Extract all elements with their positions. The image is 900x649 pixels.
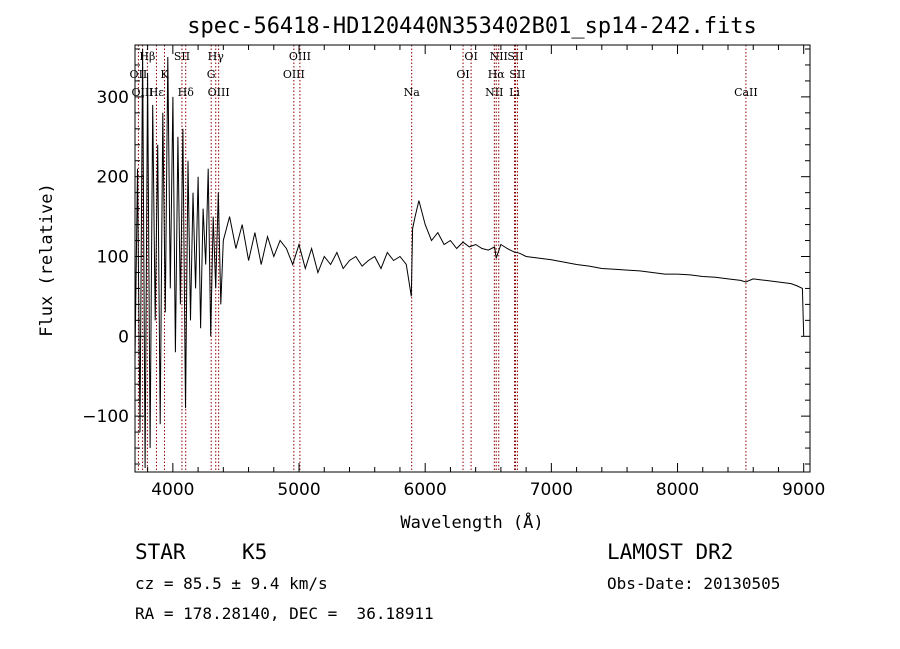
line-marker-label: OI [456,68,469,81]
line-marker-label: Na [404,86,421,99]
line-marker-label: OI [464,50,477,63]
line-marker-label: Hβ [139,50,155,63]
object-subclass: K5 [242,540,268,564]
x-tick-label: 9000 [782,480,825,500]
line-marker-label: K [160,68,169,81]
spectrum-series [134,48,805,469]
line-marker-label: OIII [283,68,305,81]
line-marker-label: Hδ [178,86,195,99]
line-marker-label: SII [509,68,525,81]
x-tick-label: 7000 [530,480,573,500]
line-marker-label: Hε [149,86,165,99]
line-marker-label: OII [130,68,148,81]
plot-frame [134,44,811,473]
y-tick-label: 0 [118,327,129,347]
object-class: STAR [135,540,186,564]
line-marker-label: Hα [488,68,506,81]
line-marker-label: NII [490,50,508,63]
line-marker-label: Li [509,86,520,99]
x-tick-label: 4000 [151,480,194,500]
redshift-cz: cz = 85.5 ± 9.4 km/s [135,574,328,593]
line-marker-label: NII [485,86,503,99]
line-marker-label: SII [174,50,190,63]
line-marker-label: OIII [208,86,230,99]
observation-date: Obs-Date: 20130505 [607,574,781,593]
chart-title: spec-56418-HD120440N353402B01_sp14-242.f… [187,14,757,39]
x-axis-label: Wavelength (Å) [400,511,543,533]
line-marker-label: CaII [734,86,758,99]
line-marker-label: G [207,68,216,81]
axes: 4000 5000 6000 7000 8000 9000 −100 0 100 200 300 [82,44,825,500]
y-tick-label: 100 [97,248,129,268]
spectral-line-markers: HβOIIOIIIHεKSIIHδHγGOIIIOIIIOIIINaOIOINI… [130,45,758,472]
x-tick-label: 8000 [656,480,699,500]
survey-name: LAMOST DR2 [607,540,734,564]
y-tick-label: −100 [82,407,129,427]
x-tick-label: 6000 [404,480,447,500]
y-axis-label: Flux (relative) [37,183,57,337]
y-tick-label: 200 [97,168,129,188]
spectrum-line [134,48,805,469]
line-marker-label: Hγ [208,50,225,63]
line-marker-label: OIII [289,50,311,63]
x-tick-label: 5000 [277,480,320,500]
ra-dec: RA = 178.28140, DEC = 36.18911 [135,604,434,623]
line-marker-label: SII [507,50,523,63]
y-tick-label: 300 [97,88,129,108]
